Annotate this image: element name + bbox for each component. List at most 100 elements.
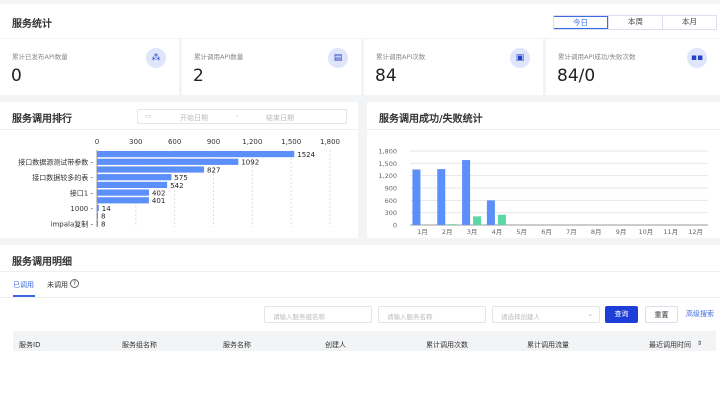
col-service-id: 服务ID	[19, 341, 41, 349]
stat-label: 累计调用API数量	[194, 53, 244, 61]
stat-card: 累计调用API成功/失败次数 84/0 ▪▪	[546, 39, 720, 95]
bar-value-label: 575	[174, 174, 187, 182]
stat-value: 0	[11, 66, 22, 86]
bar	[448, 224, 457, 225]
col-service-name: 服务名称	[223, 341, 251, 349]
grid-icon: ▪▪	[687, 48, 707, 68]
stat-card: 累计已发布API数量 0 ⁂	[0, 39, 179, 95]
bar	[497, 214, 506, 225]
start-date-input[interactable]: 开始日期	[180, 114, 208, 122]
date-separator: -	[236, 112, 239, 120]
y-tick-label: 1,800	[378, 148, 397, 156]
ranking-panel: 服务调用排行 ▭ 开始日期 - 结束日期 0 300 600 900 1,200 1,50…	[0, 102, 358, 238]
chip-icon: ▣	[510, 48, 530, 68]
category-label: 接口数据较多的表 -	[32, 173, 93, 182]
bar-value-label: 8	[101, 213, 105, 221]
summary-panel: 服务统计 今日 本周 本月	[0, 4, 720, 38]
bar-value-label: 1092	[241, 159, 259, 167]
x-tick-label: 8月	[591, 228, 602, 236]
bar	[97, 204, 99, 212]
y-tick-label: 600	[385, 197, 397, 205]
bar-value-label: 542	[170, 182, 183, 190]
chevron-down-icon: ⌄	[587, 310, 593, 318]
bar	[97, 220, 99, 227]
x-tick-label: 600	[168, 138, 181, 146]
bar	[97, 166, 205, 173]
stats-panel: 服务调用成功/失败统计 0 300 600 900 1,200 1,500 1,800 1月 2…	[367, 102, 720, 238]
bar	[97, 197, 149, 204]
x-tick-label: 1,200	[242, 138, 262, 146]
range-week[interactable]: 本周	[608, 16, 662, 29]
service-name-input[interactable]: 请输入服务名称	[378, 306, 486, 323]
bar-value-label: 402	[152, 190, 165, 198]
reset-button[interactable]: 重置	[645, 306, 678, 323]
category-label: 1000 -	[70, 205, 93, 213]
x-tick-label: 4月	[492, 228, 503, 236]
stat-label: 累计调用API成功/失败次数	[558, 53, 636, 61]
bar	[97, 151, 295, 158]
detail-title: 服务调用明细	[12, 257, 72, 268]
x-tick-label: 2月	[442, 228, 453, 236]
range-selector: 今日 本周 本月	[553, 15, 717, 30]
x-tick-label: 0	[95, 138, 99, 146]
x-tick-label: 5月	[516, 228, 527, 236]
creator-select-placeholder: 请选择创建人	[501, 313, 540, 321]
stat-label: 累计调用API次数	[376, 53, 426, 61]
detail-panel: 服务调用明细 已调用 未调用 ?	[0, 245, 720, 404]
stat-label: 累计已发布API数量	[12, 53, 68, 61]
bar	[97, 158, 239, 165]
x-tick-label: 1月	[417, 228, 428, 236]
x-tick-label: 12月	[688, 228, 703, 236]
ranking-chart: 0 300 600 900 1,200 1,500 1,800 1524 1092 接口数据源测试…	[18, 138, 340, 228]
x-tick-label: 9月	[616, 228, 627, 236]
y-tick-label: 300	[385, 209, 397, 217]
help-icon[interactable]: ?	[70, 279, 79, 288]
end-date-input[interactable]: 结束日期	[266, 114, 294, 122]
tab-uncalled[interactable]: 未调用	[47, 281, 68, 289]
date-range-picker[interactable]: ▭ 开始日期 - 结束日期	[137, 109, 347, 124]
bar-value-label: 401	[152, 197, 165, 205]
y-tick-label: 1,200	[378, 172, 397, 180]
category-label: 接口数据源测试带参数 -	[18, 158, 93, 167]
table-header	[13, 331, 716, 351]
y-tick-label: 1,500	[378, 160, 397, 168]
stat-value: 84	[375, 66, 397, 86]
col-call-traffic: 累计调用流量	[527, 341, 569, 349]
cluster-icon: ⁂	[146, 48, 166, 68]
sort-icon[interactable]: ⇕	[697, 340, 703, 347]
stat-card: 累计调用API次数 84 ▣	[364, 39, 543, 95]
stat-card: 累计调用API数量 2 ▤	[182, 39, 361, 95]
col-creator: 创建人	[325, 341, 346, 349]
bar-value-label: 8	[101, 220, 105, 228]
col-last-call-time[interactable]: 最近调用时间	[649, 341, 691, 349]
bar-value-label: 1524	[297, 151, 315, 159]
x-tick-label: 7月	[566, 228, 577, 236]
bar	[97, 212, 99, 219]
stats-chart: 0 300 600 900 1,200 1,500 1,800 1月 2月 3月 4月 5月 6月 7月 8…	[378, 148, 708, 236]
x-tick-label: 10月	[639, 228, 654, 236]
bar	[412, 169, 421, 225]
creator-select[interactable]: 请选择创建人 ⌄	[492, 306, 600, 323]
x-tick-label: 11月	[663, 228, 678, 236]
y-tick-label: 900	[385, 185, 397, 193]
bar	[486, 200, 495, 225]
col-group-name: 服务组名称	[122, 341, 157, 349]
col-call-count: 累计调用次数	[426, 341, 468, 349]
advanced-search-link[interactable]: 高级搜索	[686, 310, 714, 318]
query-button[interactable]: 查询	[605, 306, 638, 323]
category-label: 接口1 -	[70, 189, 94, 198]
y-tick-label: 0	[393, 222, 397, 230]
x-tick-label: 3月	[467, 228, 478, 236]
bar	[97, 189, 150, 196]
ranking-title: 服务调用排行	[12, 114, 72, 125]
stats-title: 服务调用成功/失败统计	[379, 114, 483, 125]
bar	[97, 174, 172, 181]
tab-called[interactable]: 已调用	[13, 281, 34, 289]
bar	[473, 216, 482, 225]
group-name-input[interactable]: 请输入服务组名称	[264, 306, 372, 323]
bar-value-label: 827	[207, 166, 220, 174]
range-month[interactable]: 本月	[662, 16, 716, 29]
range-today[interactable]: 今日	[554, 16, 608, 29]
page-title: 服务统计	[12, 19, 52, 30]
stat-value: 2	[193, 66, 204, 86]
